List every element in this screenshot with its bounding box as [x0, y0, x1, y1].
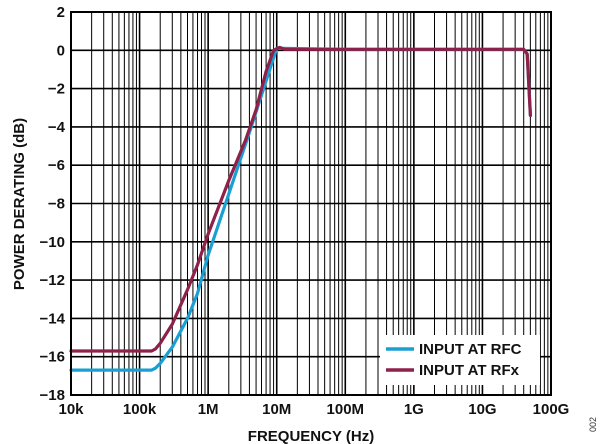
- x-tick-label: 100G: [533, 401, 570, 418]
- legend-label-rfx: INPUT AT RFx: [419, 362, 520, 379]
- y-tick-label: −16: [40, 349, 65, 366]
- series-layer: [69, 45, 532, 372]
- y-tick-label: −8: [48, 196, 65, 213]
- y-tick-label: 2: [57, 4, 65, 21]
- y-tick-label: −18: [40, 387, 65, 404]
- y-tick-label: −6: [48, 157, 65, 174]
- y-tick-label: −4: [48, 119, 66, 136]
- y-tick-label: −14: [40, 310, 66, 327]
- x-tick-labels: 10k 100k 1M 10M 100M 1G 10G 100G: [58, 401, 569, 418]
- legend-label-rfc: INPUT AT RFC: [419, 341, 522, 358]
- x-tick-label: 100k: [123, 401, 157, 418]
- x-tick-label: 10M: [262, 401, 291, 418]
- x-tick-label: 10G: [468, 401, 496, 418]
- y-axis-label: POWER DERATING (dB): [11, 118, 28, 290]
- legend: INPUT AT RFC INPUT AT RFx: [380, 335, 540, 385]
- figure-number: 002: [588, 417, 598, 432]
- y-tick-label: −2: [48, 81, 65, 98]
- y-tick-labels: 2 0 −2 −4 −6 −8 −10 −12 −14 −16 −18: [40, 4, 66, 404]
- plot-frame: [70, 11, 552, 396]
- y-tick-label: −12: [40, 272, 65, 289]
- series-line-rfx: [69, 45, 532, 353]
- x-axis-label: FREQUENCY (Hz): [248, 428, 374, 444]
- x-tick-label: 1G: [404, 401, 424, 418]
- x-tick-label: 10k: [58, 401, 84, 418]
- x-tick-label: 100M: [327, 401, 365, 418]
- y-tick-label: −10: [40, 234, 65, 251]
- y-tick-label: 0: [57, 42, 65, 59]
- x-tick-label: 1M: [198, 401, 219, 418]
- legend-box: [380, 335, 540, 385]
